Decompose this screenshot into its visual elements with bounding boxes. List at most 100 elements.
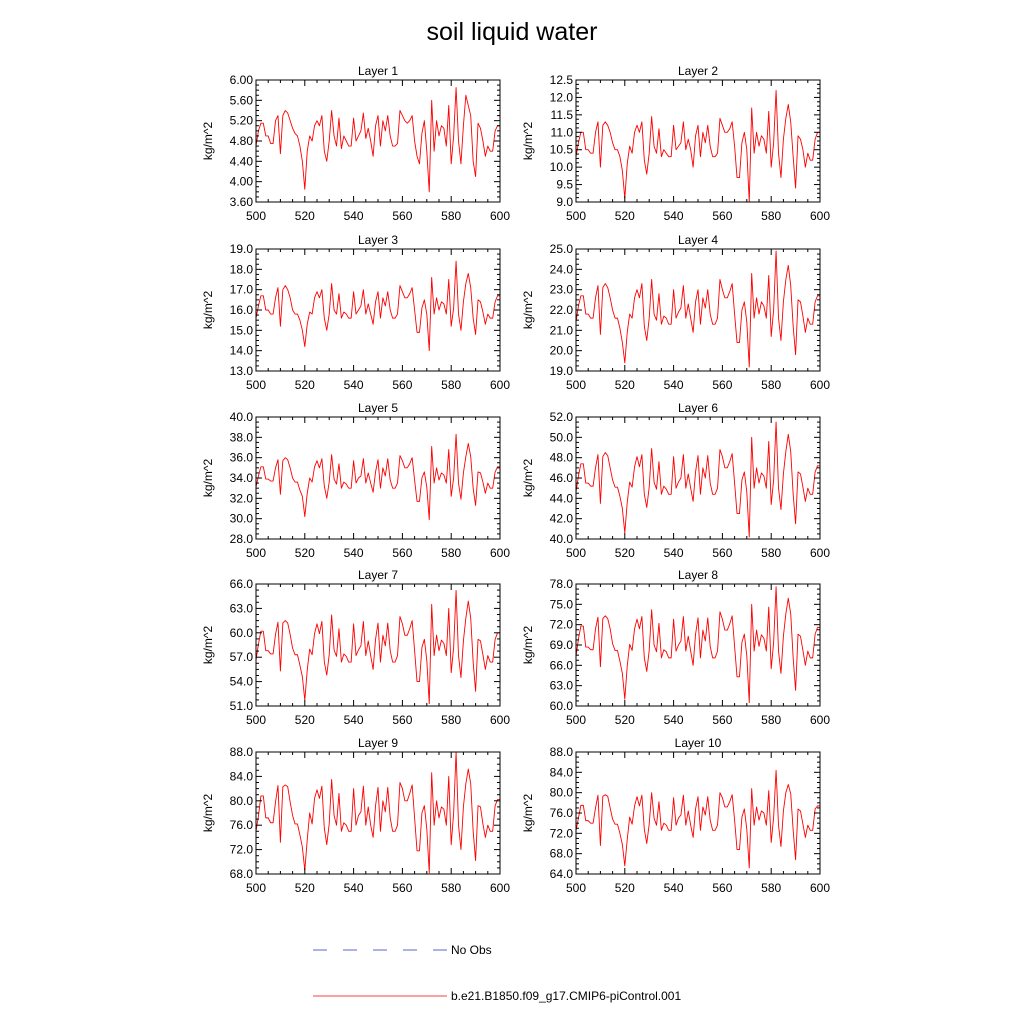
panel-title-layer-10: Layer 10 <box>675 736 722 750</box>
y-tick-label-layer-4: 20.0 <box>550 344 574 358</box>
y-tick-label-layer-5: 28.0 <box>230 532 254 546</box>
y-tick-label-layer-3: 18.0 <box>230 262 254 276</box>
y-tick-label-layer-5: 38.0 <box>230 430 254 444</box>
y-axis-label-layer-2: kg/m^2 <box>521 122 535 161</box>
x-tick-label-layer-6: 600 <box>810 546 830 560</box>
x-tick-label-layer-3: 540 <box>344 378 364 392</box>
y-tick-label-layer-5: 30.0 <box>230 512 254 526</box>
panel-title-layer-6: Layer 6 <box>678 401 718 415</box>
y-tick-label-layer-4: 23.0 <box>550 283 574 297</box>
x-tick-label-layer-2: 540 <box>664 209 684 223</box>
panel-layer-6: Layer 6 kg/m^2 500 520 540 560 580 600 40.0 42.0 4… <box>521 401 830 560</box>
y-tick-label-layer-1: 6.00 <box>230 73 254 87</box>
x-tick-label-layer-6: 520 <box>615 546 635 560</box>
y-tick-label-layer-8: 75.0 <box>550 597 574 611</box>
x-tick-label-layer-5: 560 <box>392 546 412 560</box>
y-tick-label-layer-6: 44.0 <box>550 491 574 505</box>
x-tick-label-layer-7: 580 <box>441 713 461 727</box>
y-tick-label-layer-10: 88.0 <box>550 745 574 759</box>
x-tick-label-layer-10: 580 <box>761 881 781 895</box>
x-tick-label-layer-8: 580 <box>761 713 781 727</box>
panel-layer-9: Layer 9 kg/m^2 500 520 540 560 580 600 68.0 72.0 7… <box>201 736 510 895</box>
panel-title-layer-1: Layer 1 <box>358 64 398 78</box>
y-tick-label-layer-8: 72.0 <box>550 618 574 632</box>
x-tick-label-layer-9: 540 <box>344 881 364 895</box>
series-line-layer-5 <box>256 433 500 521</box>
y-tick-label-layer-3: 16.0 <box>230 303 254 317</box>
y-tick-label-layer-9: 68.0 <box>230 867 254 881</box>
x-tick-label-layer-6: 580 <box>761 546 781 560</box>
x-tick-label-layer-3: 520 <box>295 378 315 392</box>
x-tick-label-layer-3: 580 <box>441 378 461 392</box>
panel-layer-10: Layer 10 kg/m^2 500 520 540 560 580 600 64.0 68.0… <box>521 736 830 895</box>
x-tick-label-layer-10: 540 <box>664 881 684 895</box>
y-tick-label-layer-1: 4.00 <box>230 175 254 189</box>
y-tick-label-layer-10: 76.0 <box>550 806 574 820</box>
legend: No Obs b.e21.B1850.f09_g17.CMIP6-piContr… <box>313 943 681 1003</box>
y-tick-label-layer-8: 78.0 <box>550 577 574 591</box>
x-tick-label-layer-9: 500 <box>246 881 266 895</box>
y-tick-label-layer-8: 66.0 <box>550 658 574 672</box>
y-tick-label-layer-9: 72.0 <box>230 843 254 857</box>
y-axis-label-layer-5: kg/m^2 <box>201 459 215 498</box>
x-tick-label-layer-5: 540 <box>344 546 364 560</box>
panel-layer-1: Layer 1 kg/m^2 500 520 540 560 580 600 3.60 4.00 4… <box>201 64 510 223</box>
y-tick-label-layer-2: 10.0 <box>550 160 574 174</box>
y-tick-label-layer-3: 17.0 <box>230 283 254 297</box>
panel-grid: Layer 1 kg/m^2 500 520 540 560 580 600 3.60 4.00 4… <box>201 64 830 895</box>
y-tick-label-layer-9: 84.0 <box>230 769 254 783</box>
y-tick-label-layer-6: 40.0 <box>550 532 574 546</box>
x-tick-label-layer-9: 600 <box>490 881 510 895</box>
x-tick-label-layer-1: 540 <box>344 209 364 223</box>
series-line-layer-9 <box>256 752 500 874</box>
y-tick-label-layer-1: 4.80 <box>230 134 254 148</box>
x-tick-label-layer-1: 580 <box>441 209 461 223</box>
y-tick-label-layer-4: 19.0 <box>550 364 574 378</box>
x-tick-label-layer-3: 500 <box>246 378 266 392</box>
y-axis-label-layer-7: kg/m^2 <box>201 626 215 665</box>
x-tick-label-layer-2: 580 <box>761 209 781 223</box>
y-tick-label-layer-1: 3.60 <box>230 195 254 209</box>
x-tick-label-layer-9: 520 <box>295 881 315 895</box>
x-tick-label-layer-4: 540 <box>664 378 684 392</box>
panel-title-layer-7: Layer 7 <box>358 568 398 582</box>
panel-title-layer-9: Layer 9 <box>358 736 398 750</box>
x-tick-label-layer-5: 600 <box>490 546 510 560</box>
x-tick-label-layer-2: 520 <box>615 209 635 223</box>
y-tick-label-layer-5: 40.0 <box>230 410 254 424</box>
y-axis-label-layer-9: kg/m^2 <box>201 794 215 833</box>
y-tick-label-layer-3: 19.0 <box>230 242 254 256</box>
y-tick-label-layer-5: 32.0 <box>230 491 254 505</box>
y-tick-label-layer-9: 80.0 <box>230 794 254 808</box>
x-tick-label-layer-4: 560 <box>712 378 732 392</box>
series-line-layer-10 <box>576 769 820 869</box>
y-tick-label-layer-4: 22.0 <box>550 303 574 317</box>
x-tick-label-layer-3: 600 <box>490 378 510 392</box>
y-tick-label-layer-1: 4.40 <box>230 154 254 168</box>
legend-label-no-obs: No Obs <box>451 943 492 957</box>
x-tick-label-layer-7: 520 <box>295 713 315 727</box>
x-tick-label-layer-8: 540 <box>664 713 684 727</box>
x-tick-label-layer-5: 580 <box>441 546 461 560</box>
y-tick-label-layer-5: 36.0 <box>230 451 254 465</box>
series-line-layer-1 <box>256 87 500 193</box>
panel-layer-2: Layer 2 kg/m^2 500 520 540 560 580 600 9.0 9.5 10.… <box>521 64 830 223</box>
y-tick-label-layer-7: 63.0 <box>230 601 254 615</box>
x-tick-label-layer-6: 560 <box>712 546 732 560</box>
x-tick-label-layer-9: 580 <box>441 881 461 895</box>
y-tick-label-layer-6: 46.0 <box>550 471 574 485</box>
y-tick-label-layer-10: 72.0 <box>550 826 574 840</box>
series-line-layer-6 <box>576 421 820 538</box>
x-tick-label-layer-1: 520 <box>295 209 315 223</box>
y-tick-label-layer-2: 11.5 <box>551 108 574 122</box>
y-tick-label-layer-5: 34.0 <box>230 471 254 485</box>
y-axis-label-layer-6: kg/m^2 <box>521 459 535 498</box>
x-tick-label-layer-7: 560 <box>392 713 412 727</box>
y-tick-label-layer-1: 5.20 <box>230 114 254 128</box>
x-tick-label-layer-4: 600 <box>810 378 830 392</box>
panel-layer-5: Layer 5 kg/m^2 500 520 540 560 580 600 28.0 30.0 3… <box>201 401 510 560</box>
legend-label-picontrol: b.e21.B1850.f09_g17.CMIP6-piControl.001 <box>451 989 681 1003</box>
x-tick-label-layer-8: 600 <box>810 713 830 727</box>
x-tick-label-layer-8: 520 <box>615 713 635 727</box>
